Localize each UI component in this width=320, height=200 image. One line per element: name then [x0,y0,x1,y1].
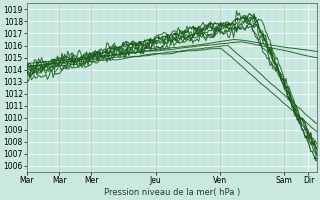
X-axis label: Pression niveau de la mer( hPa ): Pression niveau de la mer( hPa ) [104,188,240,197]
